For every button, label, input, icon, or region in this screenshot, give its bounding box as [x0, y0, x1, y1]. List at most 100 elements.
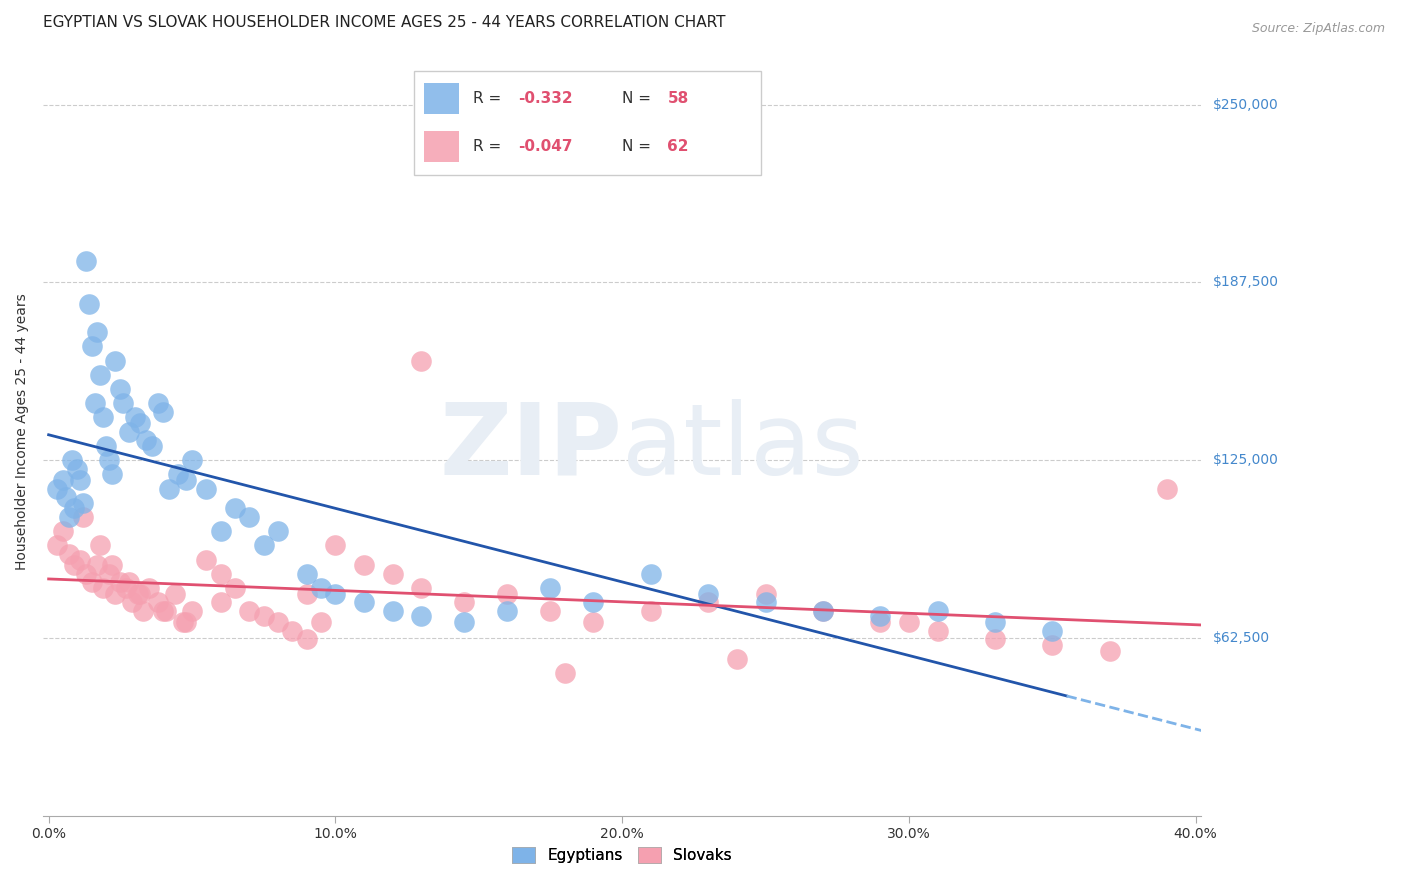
Point — [1040, 638, 1063, 652]
Point — [69, 473, 91, 487]
Point — [135, 434, 157, 448]
Point — [927, 624, 949, 638]
Point — [640, 566, 662, 581]
Point — [75, 566, 97, 581]
Point — [152, 604, 174, 618]
Point — [411, 353, 433, 368]
Point — [238, 604, 260, 618]
Point — [141, 439, 163, 453]
Point — [267, 615, 290, 630]
Point — [127, 587, 149, 601]
Point — [110, 575, 132, 590]
Point — [152, 405, 174, 419]
Point — [582, 615, 605, 630]
Point — [453, 615, 475, 630]
Point — [69, 552, 91, 566]
Point — [124, 410, 146, 425]
Point — [129, 587, 152, 601]
Point — [58, 510, 80, 524]
Point — [100, 467, 122, 482]
Y-axis label: Householder Income Ages 25 - 44 years: Householder Income Ages 25 - 44 years — [15, 293, 30, 570]
Point — [381, 566, 404, 581]
Point — [281, 624, 304, 638]
Point — [267, 524, 290, 539]
Point — [496, 604, 519, 618]
Text: ZIP: ZIP — [439, 399, 621, 496]
Point — [163, 587, 186, 601]
Point — [155, 604, 177, 618]
Point — [72, 496, 94, 510]
Point — [1156, 482, 1178, 496]
Text: $187,500: $187,500 — [1212, 276, 1278, 289]
Point — [118, 425, 141, 439]
Point — [97, 566, 120, 581]
Point — [725, 652, 748, 666]
Point — [811, 604, 834, 618]
Point — [174, 615, 197, 630]
Point — [697, 587, 720, 601]
Point — [353, 558, 375, 573]
Point — [897, 615, 920, 630]
Point — [411, 581, 433, 595]
Point — [58, 547, 80, 561]
Text: $125,000: $125,000 — [1212, 453, 1278, 467]
Point — [132, 604, 155, 618]
Point — [75, 254, 97, 268]
Text: atlas: atlas — [621, 399, 863, 496]
Point — [91, 410, 114, 425]
Point — [697, 595, 720, 609]
Point — [103, 587, 125, 601]
Point — [46, 482, 69, 496]
Point — [381, 604, 404, 618]
Legend: Egyptians, Slovaks: Egyptians, Slovaks — [506, 841, 738, 870]
Point — [63, 501, 86, 516]
Point — [110, 382, 132, 396]
Point — [984, 632, 1007, 647]
Point — [121, 595, 143, 609]
Point — [52, 524, 75, 539]
Point — [253, 538, 276, 552]
Point — [77, 297, 100, 311]
Point — [582, 595, 605, 609]
Text: $250,000: $250,000 — [1212, 98, 1278, 112]
Point — [112, 396, 135, 410]
Point — [66, 461, 89, 475]
Point — [63, 558, 86, 573]
Point — [209, 524, 232, 539]
Point — [224, 581, 246, 595]
Point — [91, 581, 114, 595]
Point — [72, 510, 94, 524]
Text: Source: ZipAtlas.com: Source: ZipAtlas.com — [1251, 22, 1385, 36]
Point — [138, 581, 160, 595]
Point — [209, 566, 232, 581]
Point — [80, 339, 103, 353]
Point — [295, 632, 318, 647]
Point — [224, 501, 246, 516]
Point — [927, 604, 949, 618]
Point — [80, 575, 103, 590]
Point — [811, 604, 834, 618]
Point — [295, 566, 318, 581]
Point — [253, 609, 276, 624]
Point — [89, 538, 111, 552]
Point — [181, 604, 204, 618]
Point — [554, 666, 576, 681]
Point — [118, 575, 141, 590]
Point — [86, 325, 108, 339]
Point — [540, 604, 562, 618]
Point — [166, 467, 188, 482]
Point — [496, 587, 519, 601]
Point — [89, 368, 111, 382]
Point — [97, 453, 120, 467]
Point — [94, 439, 117, 453]
Point — [1040, 624, 1063, 638]
Point — [172, 615, 194, 630]
Point — [83, 396, 105, 410]
Point — [238, 510, 260, 524]
Point — [309, 581, 332, 595]
Point — [640, 604, 662, 618]
Point — [295, 587, 318, 601]
Point — [325, 587, 347, 601]
Point — [411, 609, 433, 624]
Point — [325, 538, 347, 552]
